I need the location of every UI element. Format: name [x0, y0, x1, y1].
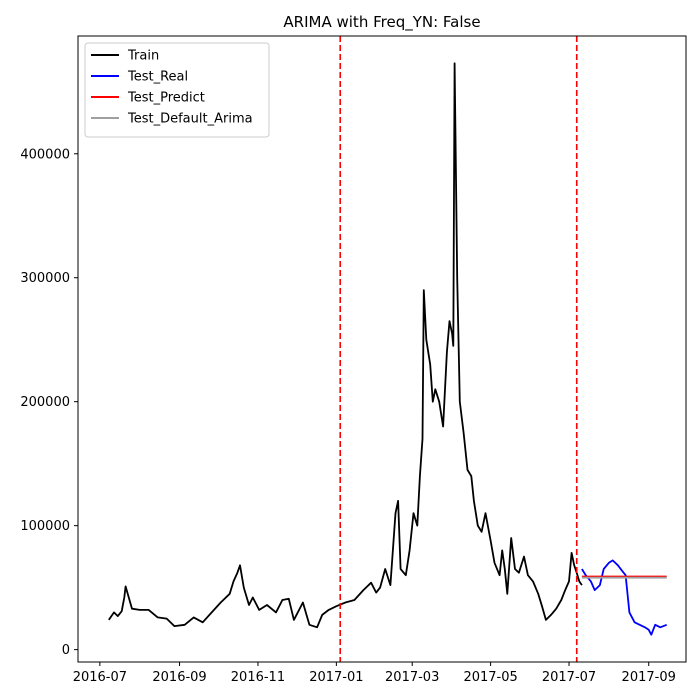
x-tick-label: 2016-11: [231, 670, 285, 685]
x-tick-label: 2016-09: [152, 670, 206, 685]
chart-title: ARIMA with Freq_YN: False: [283, 13, 480, 32]
x-tick-label: 2017-09: [622, 670, 676, 685]
legend-label: Test_Default_Arima: [127, 112, 253, 127]
x-tick-label: 2017-05: [463, 670, 517, 685]
x-tick-label: 2017-01: [309, 670, 363, 685]
plot-area: [77, 35, 687, 663]
plot-frame: [77, 35, 687, 663]
x-tick-label: 2017-07: [542, 670, 596, 685]
y-axis: 0 100000 200000 300000 400000: [20, 147, 78, 658]
y-tick-label: 0: [62, 643, 70, 658]
y-tick-label: 400000: [20, 147, 70, 162]
legend: Train Test_Real Test_Predict Test_Default_A…: [84, 42, 270, 138]
series-line-test-real: [581, 559, 668, 636]
legend-box: [84, 42, 270, 138]
y-tick-label: 300000: [20, 271, 70, 286]
x-tick-label: 2017-03: [385, 670, 439, 685]
x-tick-label: 2016-07: [73, 670, 127, 685]
series-line-train: [108, 62, 583, 629]
legend-label: Train: [127, 49, 159, 64]
legend-label: Test_Real: [127, 70, 188, 85]
legend-label: Test_Predict: [127, 91, 205, 106]
y-tick-label: 200000: [20, 395, 70, 410]
y-tick-label: 100000: [20, 519, 70, 534]
x-axis: 2016-07 2016-09 2016-11 2017-01 2017-03 2017-…: [73, 662, 676, 685]
